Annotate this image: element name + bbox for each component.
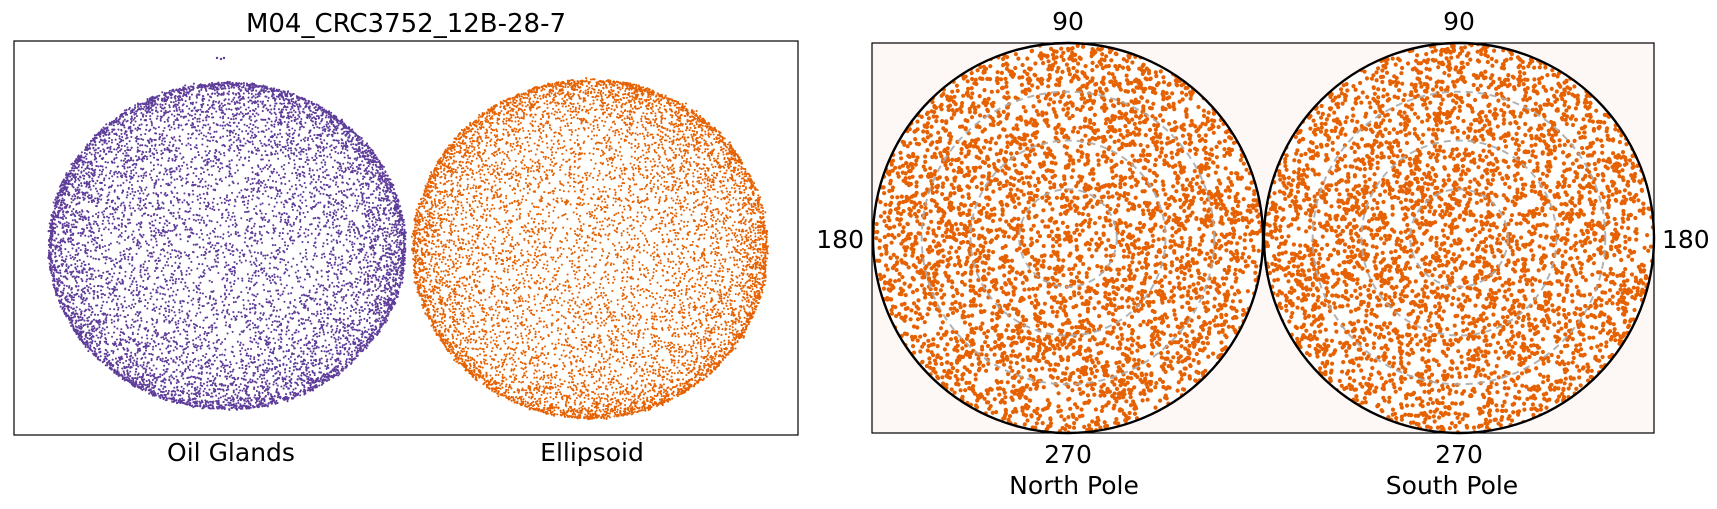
- south-tick-90: 90: [1443, 7, 1475, 36]
- south-pole-grid-ring: [1409, 188, 1509, 288]
- south-pole-grid: [1264, 43, 1654, 433]
- north-pole-label: North Pole: [1009, 471, 1139, 500]
- north-pole-grid-ring: [969, 139, 1167, 337]
- north-pole-grid-ring: [920, 90, 1216, 386]
- south-pole-grid-ring: [1360, 139, 1558, 337]
- north-pole-grid-ring: [1018, 188, 1118, 288]
- south-pole-points: [1264, 43, 1654, 433]
- north-pole-scatter: [873, 43, 1263, 433]
- south-pole-border: [1262, 41, 1656, 435]
- oil-glands-points: [47, 56, 407, 411]
- south-pole-grid-ring: [1311, 90, 1607, 386]
- south-tick-180: 180: [1662, 225, 1710, 254]
- oil-glands-outliers: [215, 56, 226, 61]
- ellipsoid-points: [410, 77, 770, 421]
- north-tick-270: 270: [1044, 440, 1092, 469]
- south-tick-270: 270: [1435, 440, 1483, 469]
- south-pole-scatter: [1264, 43, 1654, 433]
- south-pole-label: South Pole: [1386, 471, 1518, 500]
- oil-glands-label: Oil Glands: [167, 438, 295, 467]
- ellipsoid-scatter: [410, 77, 770, 421]
- ellipsoid-label: Ellipsoid: [540, 438, 644, 467]
- north-tick-90: 90: [1052, 7, 1084, 36]
- north-pole-grid: [873, 43, 1263, 433]
- oil-glands-scatter: [47, 80, 407, 411]
- chart-title: M04_CRC3752_12B-28-7: [246, 9, 566, 39]
- north-tick-180: 180: [816, 225, 864, 254]
- left-plot-frame: [13, 40, 799, 436]
- north-pole-points: [873, 43, 1263, 433]
